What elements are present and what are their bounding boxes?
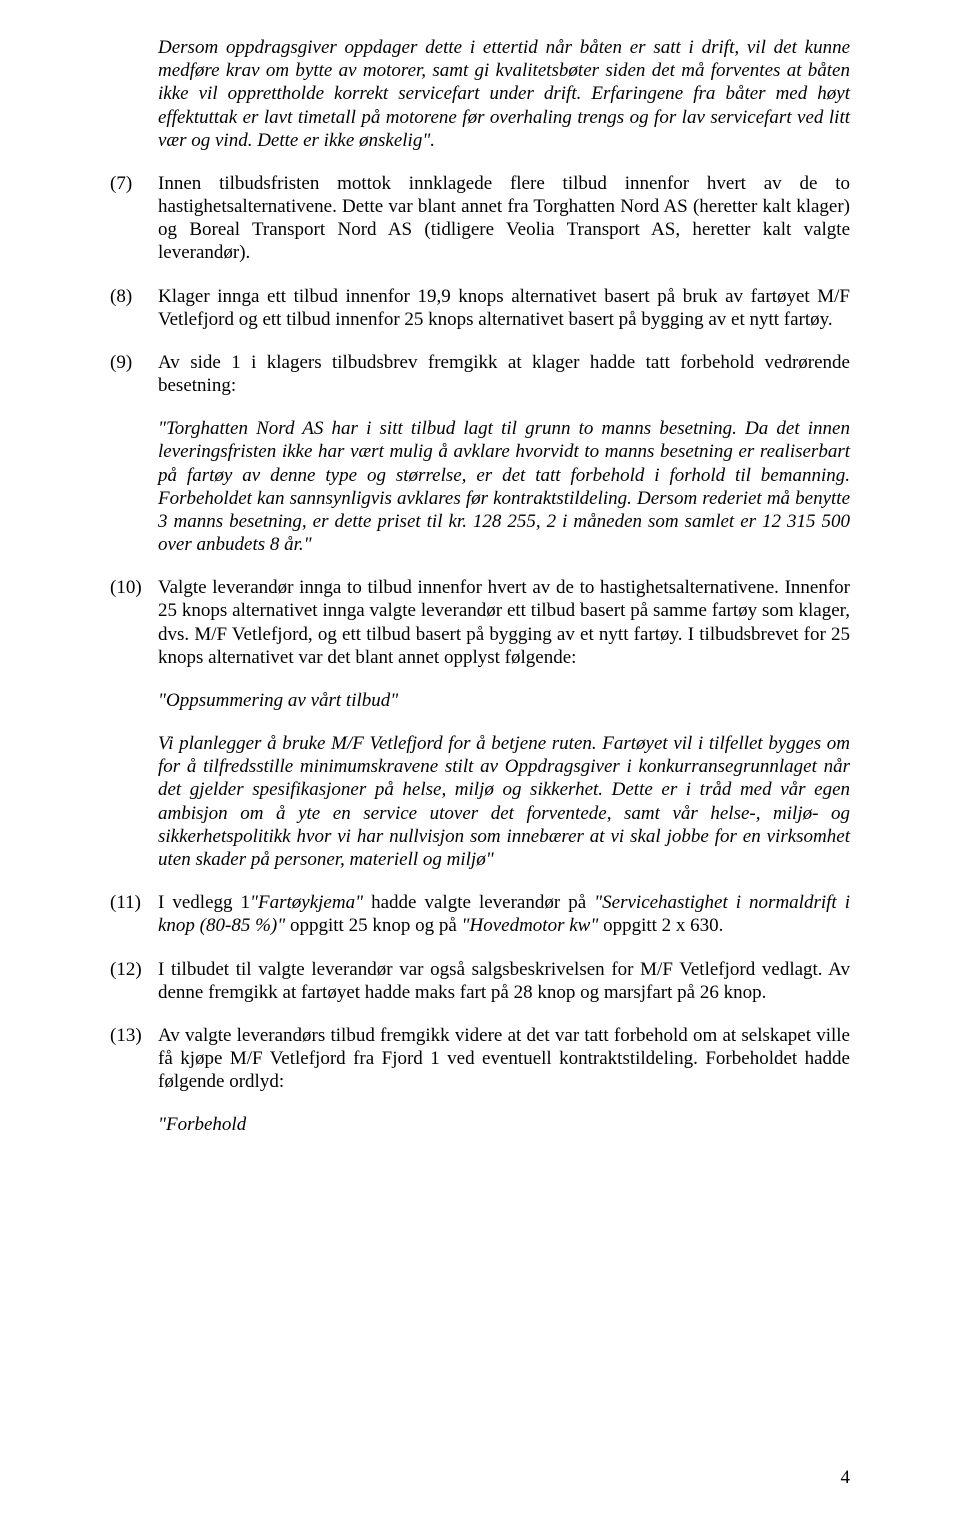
paragraph-number: (7) bbox=[110, 172, 158, 265]
paragraph-11: (11) I vedlegg 1"Fartøykjema" hadde valg… bbox=[110, 891, 850, 937]
text-run: oppgitt 2 x 630. bbox=[598, 915, 723, 936]
quote-paragraph-13: "Forbehold bbox=[158, 1113, 850, 1136]
paragraph-number: (11) bbox=[110, 891, 158, 937]
paragraph-number: (9) bbox=[110, 351, 158, 397]
paragraph-number: (10) bbox=[110, 576, 158, 669]
paragraph-13: (13) Av valgte leverandørs tilbud fremgi… bbox=[110, 1024, 850, 1094]
paragraph-text: I tilbudet til valgte leverandør var ogs… bbox=[158, 958, 850, 1004]
paragraph-text: Valgte leverandør innga to tilbud innenf… bbox=[158, 576, 850, 669]
italic-run: "Hovedmotor kw" bbox=[462, 915, 599, 936]
paragraph-9: (9) Av side 1 i klagers tilbudsbrev frem… bbox=[110, 351, 850, 397]
paragraph-text: Innen tilbudsfristen mottok innklagede f… bbox=[158, 172, 850, 265]
paragraph-10: (10) Valgte leverandør innga to tilbud i… bbox=[110, 576, 850, 669]
text-run: I vedlegg 1 bbox=[158, 892, 250, 913]
page-number: 4 bbox=[841, 1466, 851, 1489]
paragraph-text: Klager innga ett tilbud innenfor 19,9 kn… bbox=[158, 285, 850, 331]
paragraph-text: Av valgte leverandørs tilbud fremgikk vi… bbox=[158, 1024, 850, 1094]
document-page: Dersom oppdragsgiver oppdager dette i et… bbox=[0, 0, 960, 1515]
paragraph-12: (12) I tilbudet til valgte leverandør va… bbox=[110, 958, 850, 1004]
paragraph-number: (13) bbox=[110, 1024, 158, 1094]
paragraph-text: Av side 1 i klagers tilbudsbrev fremgikk… bbox=[158, 351, 850, 397]
paragraph-text: I vedlegg 1"Fartøykjema" hadde valgte le… bbox=[158, 891, 850, 937]
quote-heading-10: "Oppsummering av vårt tilbud" bbox=[158, 689, 850, 712]
paragraph-8: (8) Klager innga ett tilbud innenfor 19,… bbox=[110, 285, 850, 331]
quote-paragraph-10: Vi planlegger å bruke M/F Vetlefjord for… bbox=[158, 732, 850, 871]
italic-run: "Fartøykjema" bbox=[250, 892, 363, 913]
text-run: hadde valgte leverandør på bbox=[363, 892, 594, 913]
quote-paragraph-9: "Torghatten Nord AS har i sitt tilbud la… bbox=[158, 417, 850, 556]
paragraph-7: (7) Innen tilbudsfristen mottok innklage… bbox=[110, 172, 850, 265]
paragraph-number: (8) bbox=[110, 285, 158, 331]
text-run: oppgitt 25 knop og på bbox=[285, 915, 461, 936]
intro-italic-paragraph: Dersom oppdragsgiver oppdager dette i et… bbox=[158, 36, 850, 152]
paragraph-number: (12) bbox=[110, 958, 158, 1004]
